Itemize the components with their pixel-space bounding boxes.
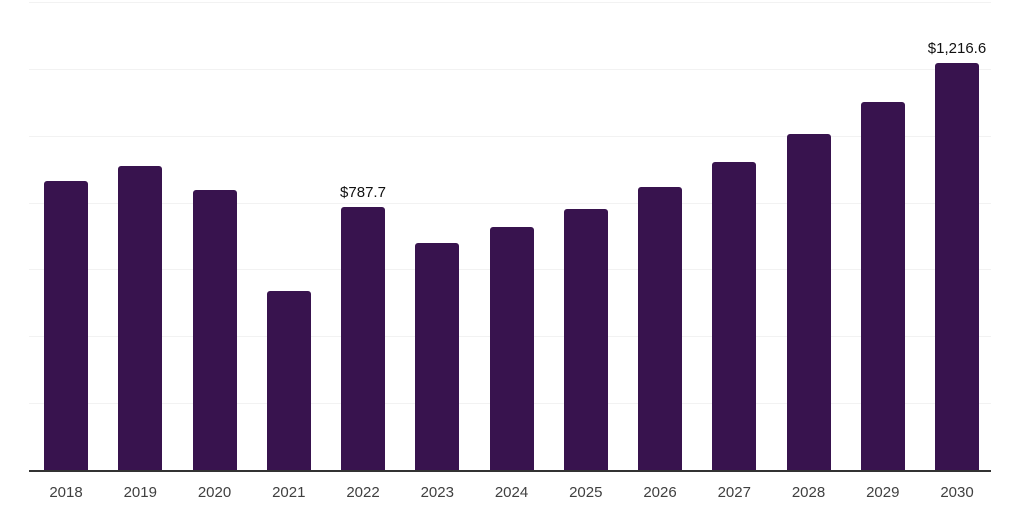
bar-2030[interactable] <box>935 63 979 470</box>
x-tick-2028: 2028 <box>791 484 826 501</box>
bar-2026[interactable] <box>638 186 682 470</box>
bar-2027[interactable] <box>712 162 757 470</box>
x-tick-2022: 2022 <box>346 484 380 501</box>
bar-2022[interactable] <box>341 206 385 470</box>
x-tick-2030: 2030 <box>940 484 974 501</box>
data-label-2022: $787.7 <box>340 183 386 201</box>
gridline-1000 <box>29 135 991 137</box>
x-tick-2023: 2023 <box>420 484 454 501</box>
bar-2019[interactable] <box>118 165 163 470</box>
bar-2020[interactable] <box>192 189 237 470</box>
gridline-1200 <box>29 68 991 70</box>
bar-2023[interactable] <box>415 242 460 470</box>
x-tick-2020: 2020 <box>197 484 232 501</box>
bar-2021[interactable] <box>266 291 311 470</box>
bar-2025[interactable] <box>563 208 608 470</box>
x-tick-2027: 2027 <box>717 484 751 501</box>
bar-2028[interactable] <box>786 134 831 470</box>
bar-2029[interactable] <box>860 101 905 470</box>
x-tick-2018: 2018 <box>49 484 83 501</box>
gridline-1400 <box>29 2 991 3</box>
x-tick-2024: 2024 <box>494 484 529 501</box>
bar-2024[interactable] <box>489 227 534 470</box>
gridline-800 <box>29 202 991 204</box>
data-label-2030: $1,216.6 <box>927 40 987 58</box>
x-tick-2019: 2019 <box>123 484 157 501</box>
x-tick-2029: 2029 <box>866 484 900 501</box>
x-tick-2021: 2021 <box>272 484 306 501</box>
plot-area: $787.7 $1,216.6 <box>29 2 991 472</box>
bar-2018[interactable] <box>44 181 88 470</box>
x-tick-2025: 2025 <box>569 484 603 501</box>
x-tick-2026: 2026 <box>643 484 677 501</box>
